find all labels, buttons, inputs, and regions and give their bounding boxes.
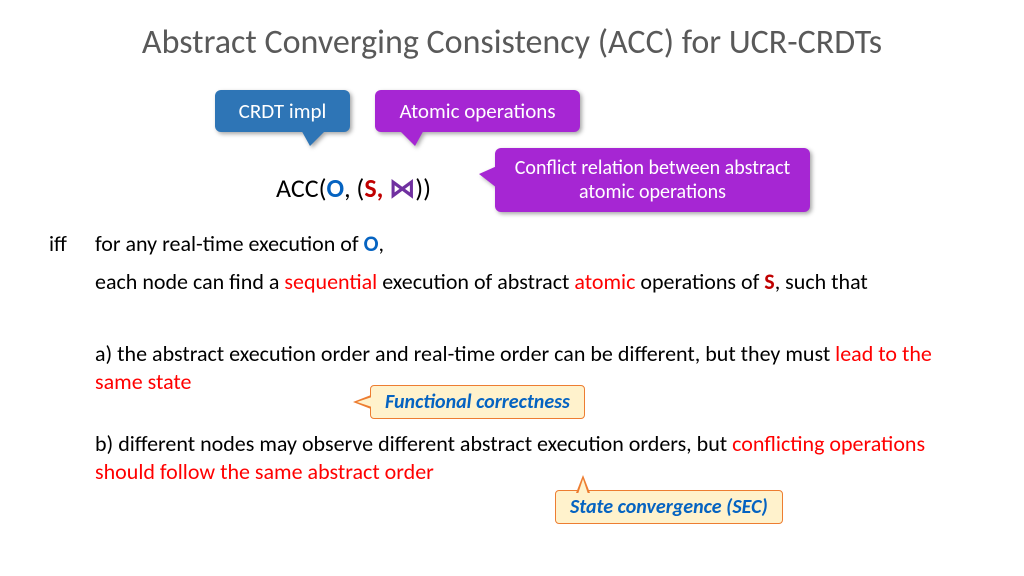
l2c: operations of: [635, 268, 764, 295]
l2a: each node can find a: [95, 268, 284, 295]
l2-S: S: [764, 268, 774, 295]
l1-O: O: [364, 230, 379, 257]
callout-functional-correctness: Functional correctness: [370, 385, 585, 419]
l3a: a) the abstract execution order and real…: [95, 340, 835, 367]
l2-atom: atomic: [574, 268, 635, 295]
acc-mid: , (: [344, 172, 364, 204]
acc-O: O: [326, 172, 344, 204]
l2-seq: sequential: [284, 268, 377, 295]
acc-prefix: ACC(: [276, 172, 326, 204]
l2d: , such that: [775, 268, 868, 295]
line-4: b) different nodes may observe different…: [95, 430, 954, 485]
l1b: ,: [378, 230, 384, 257]
l4a: b) different nodes may observe different…: [95, 430, 732, 457]
line-2: each node can find a sequential executio…: [95, 268, 954, 296]
bubble-crdt-impl: CRDT impl: [215, 90, 350, 132]
line-1: for any real-time execution of O,: [95, 230, 954, 258]
acc-bowtie: ⋈: [383, 172, 415, 204]
bubble-conflict-rel: Conflict relation between abstract atomi…: [495, 148, 810, 212]
l1a: for any real-time execution of: [95, 230, 364, 257]
bubble-atomic-ops: Atomic operations: [375, 90, 580, 132]
callout-state-convergence: State convergence (SEC): [555, 490, 783, 524]
acc-S: S,: [364, 172, 383, 204]
iff-label: iff: [49, 230, 67, 257]
acc-expression: ACC(O, (S, ⋈)): [276, 172, 431, 204]
acc-suffix: )): [415, 172, 431, 204]
l2b: execution of abstract: [377, 268, 574, 295]
slide-title: Abstract Converging Consistency (ACC) fo…: [0, 22, 1024, 63]
